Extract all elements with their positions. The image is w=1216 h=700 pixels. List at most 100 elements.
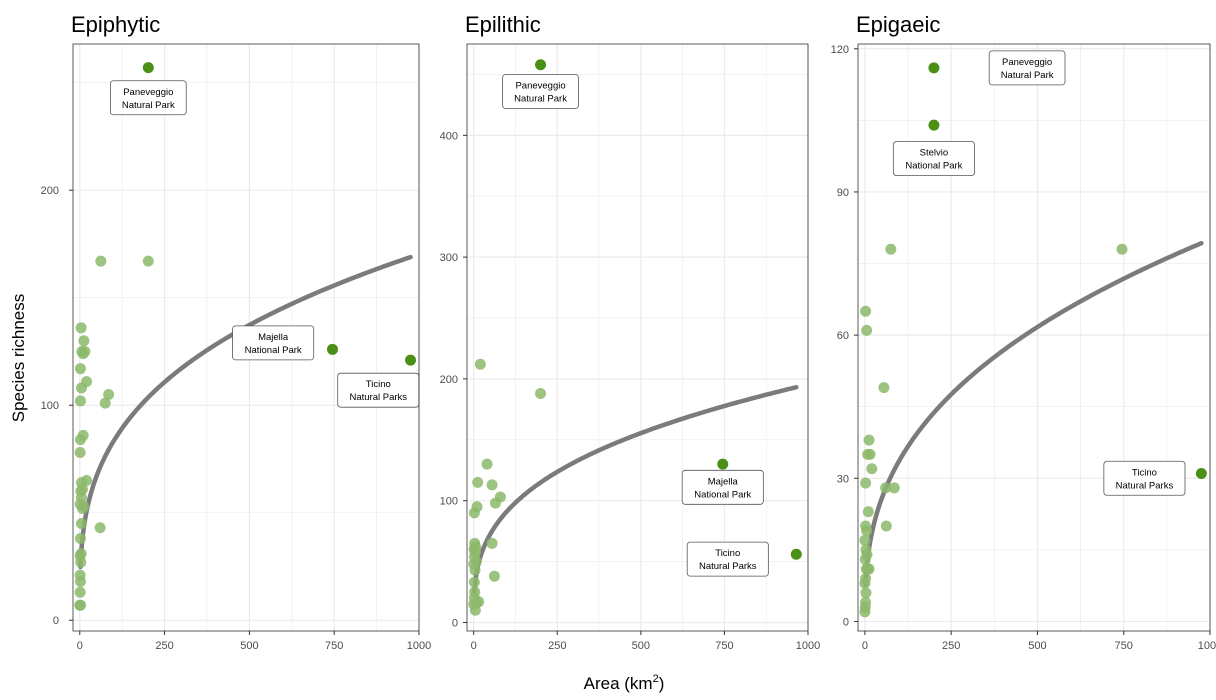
x-tick-label: 500 <box>1028 640 1046 652</box>
data-point <box>860 596 872 608</box>
annotation-text: Stelvio <box>920 148 949 159</box>
x-tick-label: 500 <box>240 640 258 652</box>
data-point <box>866 463 878 475</box>
data-point <box>488 570 500 582</box>
annotation-label: Majella National Park <box>681 469 764 505</box>
highlight-point <box>535 59 547 71</box>
fitted-curve <box>472 384 799 595</box>
y-tick-label: 120 <box>831 44 849 56</box>
y-tick-label: 0 <box>843 616 849 628</box>
annotation-box <box>502 74 579 109</box>
data-point <box>860 477 872 489</box>
data-point <box>99 397 111 409</box>
data-point <box>77 429 89 441</box>
annotation-text: Natural Park <box>514 93 567 104</box>
highlight-point <box>327 343 338 355</box>
x-tick-label: 1000 <box>796 640 820 652</box>
y-tick-label: 300 <box>440 252 458 264</box>
data-point <box>862 506 874 518</box>
y-tick-label: 60 <box>837 330 849 342</box>
annotation-box <box>232 325 315 361</box>
annotation-label: Paneveggio Natural Park <box>988 50 1066 86</box>
x-tick-label: 0 <box>471 640 477 652</box>
data-point <box>860 544 872 556</box>
x-tick-label: 750 <box>1115 640 1133 652</box>
data-point <box>81 474 93 486</box>
annotation-text: Paneveggio <box>123 87 173 98</box>
annotation-label: Ticino Natural Parks <box>686 541 769 577</box>
x-tick-label: 750 <box>325 640 343 652</box>
data-point <box>888 482 900 494</box>
panel-title: Epilithic <box>465 12 541 37</box>
highlight-point <box>405 354 417 366</box>
annotation-text: Paneveggio <box>1002 57 1052 68</box>
y-tick-label: 100 <box>440 496 458 508</box>
data-point <box>469 586 481 598</box>
panel-background <box>467 44 808 631</box>
annotation-text: Ticino <box>1132 467 1157 478</box>
panel-title: Epiphytic <box>71 12 160 37</box>
data-point <box>863 434 875 446</box>
data-point <box>1116 243 1128 255</box>
data-point <box>474 358 486 370</box>
annotation-box <box>892 141 975 176</box>
annotation-label: Paneveggio Natural Park <box>502 74 579 109</box>
y-tick-label: 30 <box>837 473 849 485</box>
annotation-text: National Park <box>905 161 962 172</box>
data-point <box>880 482 892 494</box>
data-point <box>75 322 87 334</box>
data-point <box>860 573 872 585</box>
annotation-text: Majella <box>708 476 739 487</box>
annotation-box <box>681 469 764 505</box>
data-point <box>79 345 91 357</box>
data-point <box>862 448 874 460</box>
data-point <box>535 388 547 400</box>
highlight-point <box>928 119 940 131</box>
annotation-label: Paneveggio Natural Park <box>109 80 187 116</box>
y-tick-label: 0 <box>452 617 458 629</box>
data-point <box>469 537 481 549</box>
annotation-text: Natural Parks <box>1116 480 1174 491</box>
data-point <box>142 255 154 267</box>
annotation-box <box>109 80 187 116</box>
x-axis-label: Area (km2) <box>584 673 665 693</box>
data-point <box>880 520 892 532</box>
highlight-point <box>717 458 729 470</box>
annotation-text: Ticino <box>366 379 391 390</box>
annotation-text: Natural Parks <box>699 561 757 572</box>
data-point <box>860 305 872 317</box>
annotation-text: National Park <box>694 489 751 500</box>
y-tick-label: 400 <box>440 130 458 142</box>
annotation-text: Natural Parks <box>350 392 408 403</box>
annotation-label: Ticino Natural Parks <box>1103 460 1186 496</box>
annotation-box <box>686 541 769 577</box>
highlight-point <box>142 62 154 74</box>
annotation-text: Natural Park <box>122 100 175 111</box>
data-point <box>81 376 93 388</box>
data-point <box>78 335 90 347</box>
data-point <box>103 388 115 400</box>
data-point <box>472 476 484 488</box>
data-point <box>863 563 875 575</box>
data-point <box>74 395 86 407</box>
data-point <box>860 520 872 532</box>
annotation-text: Natural Park <box>1001 70 1054 81</box>
y-tick-label: 100 <box>41 400 59 412</box>
fitted-curve <box>863 240 1204 587</box>
panel-title: Epigaeic <box>856 12 940 37</box>
highlight-point <box>928 62 940 74</box>
panel-epilithic: Epilithic 0 250 500 750 1000 0 100 200 300 400 Pane… <box>440 12 821 652</box>
data-point <box>468 576 480 588</box>
data-point <box>74 586 86 598</box>
x-tick-label: 0 <box>77 640 83 652</box>
data-point <box>74 569 86 581</box>
x-tick-label: 250 <box>155 640 173 652</box>
data-point <box>74 533 86 545</box>
x-tick-label: 250 <box>942 640 960 652</box>
x-axis-label-superscript: 2 <box>653 673 659 685</box>
data-point <box>878 382 890 394</box>
data-point <box>78 500 90 512</box>
x-axis-label-text: Area (km <box>584 674 653 693</box>
annotation-label: Majella National Park <box>232 325 315 361</box>
